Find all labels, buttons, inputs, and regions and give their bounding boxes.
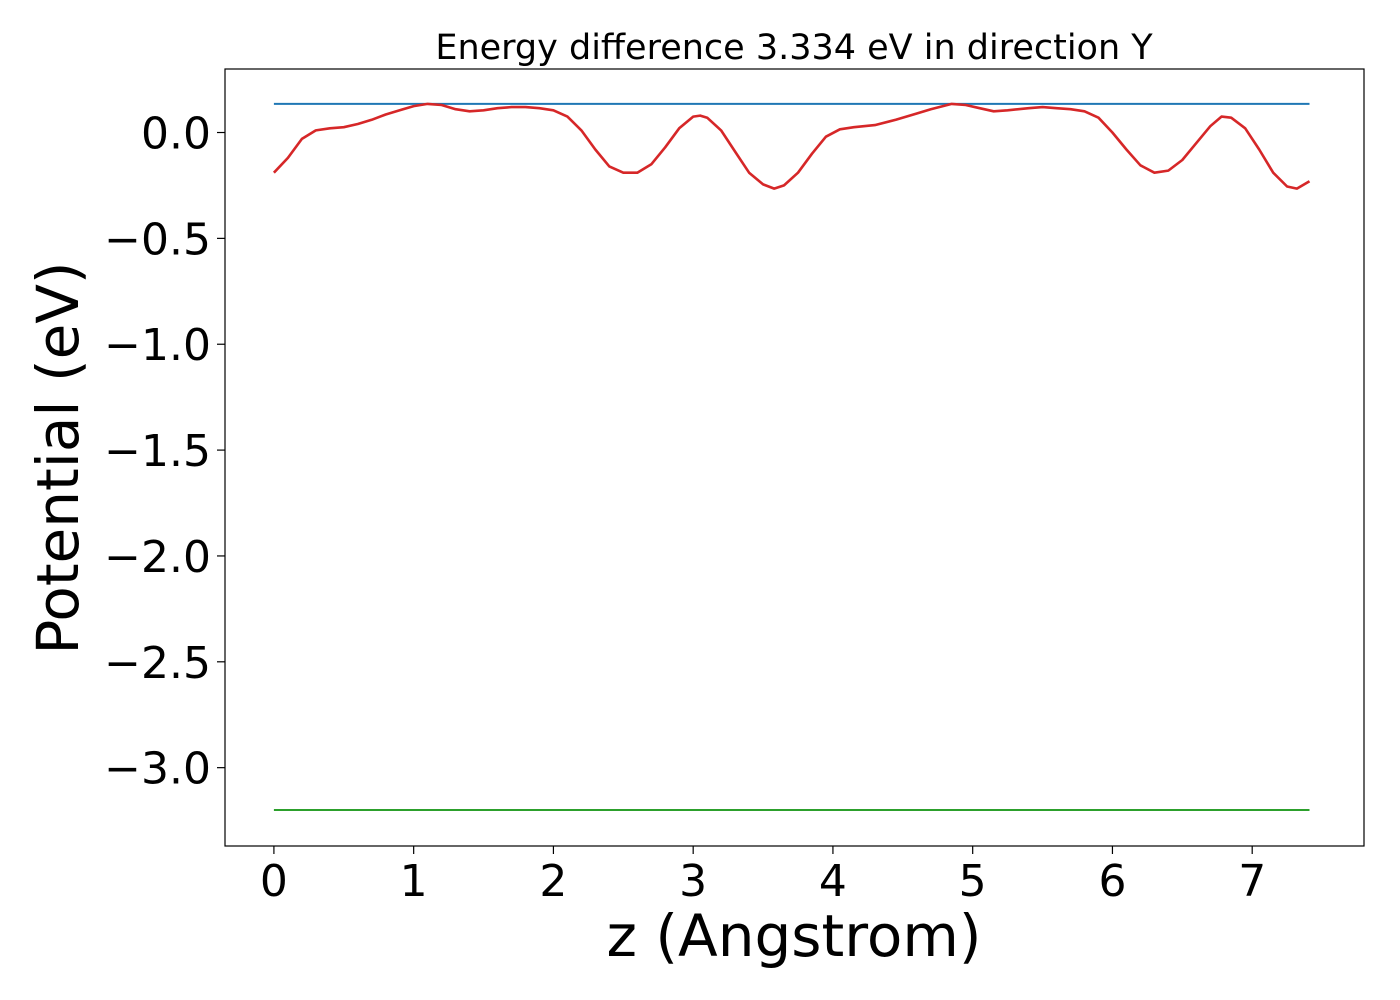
series-layer xyxy=(272,102,1311,811)
x-axis-label: z (Angstrom) xyxy=(607,902,982,970)
y-tick-label: −0.5 xyxy=(104,214,211,265)
x-tick-label: 7 xyxy=(1238,856,1266,907)
x-tick-label: 3 xyxy=(679,856,707,907)
y-tick-label: −2.0 xyxy=(104,532,211,583)
x-axis-ticks: 0 1 2 3 4 5 6 7 xyxy=(260,846,1266,907)
y-axis-label: Potential (eV) xyxy=(24,261,92,654)
x-tick-label: 0 xyxy=(260,856,288,907)
y-tick-label: −3.0 xyxy=(104,744,211,795)
x-tick-label: 1 xyxy=(400,856,428,907)
y-tick-label: −1.0 xyxy=(104,320,211,371)
chart-title: Energy difference 3.334 eV in direction … xyxy=(435,28,1153,68)
y-tick-label: −2.5 xyxy=(104,638,211,689)
y-tick-label: 0.0 xyxy=(141,109,211,160)
y-axis-ticks: 0.0 −0.5 −1.0 −1.5 −2.0 −2.5 −3.0 xyxy=(104,109,225,795)
x-tick-label: 5 xyxy=(959,856,987,907)
x-tick-label: 4 xyxy=(819,856,847,907)
series-line-potential xyxy=(272,102,1311,190)
x-tick-label: 2 xyxy=(539,856,567,907)
x-tick-label: 6 xyxy=(1098,856,1126,907)
plot-frame xyxy=(224,68,1365,847)
y-tick-label: −1.5 xyxy=(104,426,211,477)
